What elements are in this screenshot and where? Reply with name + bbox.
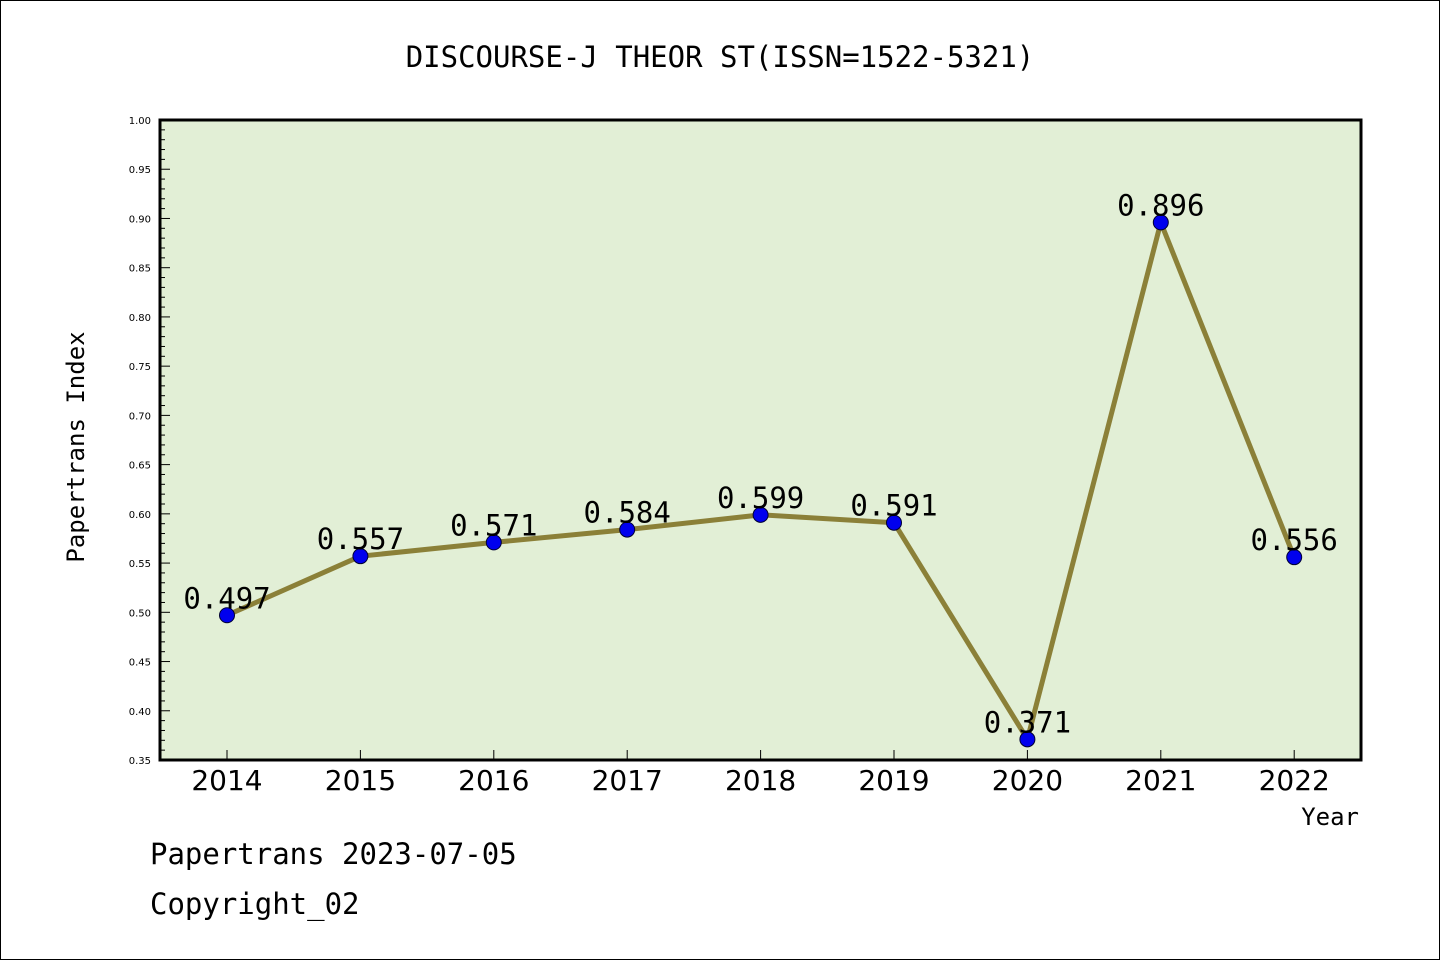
data-label: 0.497 xyxy=(183,581,270,615)
data-point xyxy=(619,521,636,538)
x-tick-label: 2014 xyxy=(191,764,262,797)
y-tick-label: 0.40 xyxy=(129,707,151,718)
y-tick-label: 0.35 xyxy=(129,756,151,767)
data-label: 0.556 xyxy=(1251,523,1338,557)
y-tick-label: 0.45 xyxy=(129,658,151,669)
footer-date: Papertrans 2023-07-05 xyxy=(150,837,517,871)
x-axis-label: Year xyxy=(1301,803,1359,831)
y-tick-label: 0.55 xyxy=(129,559,151,570)
x-axis: 2014 2015 2016 2017 2018 2019 2020 2021 2022 xyxy=(191,750,1330,797)
y-tick-label: 0.85 xyxy=(129,264,151,275)
y-tick-label: 0.60 xyxy=(129,510,151,521)
plot-border xyxy=(158,118,1363,762)
x-tick-label: 2018 xyxy=(725,764,796,797)
x-tick-label: 2021 xyxy=(1125,764,1196,797)
x-tick-label: 2019 xyxy=(858,764,929,797)
data-label: 0.599 xyxy=(717,481,804,515)
data-point xyxy=(352,548,369,565)
data-label: 0.557 xyxy=(317,522,404,556)
data-point xyxy=(219,607,235,624)
y-tick-label: 0.50 xyxy=(129,608,151,619)
y-tick-label: 0.90 xyxy=(129,214,151,225)
y-tick-label: 0.75 xyxy=(129,362,151,373)
data-label: 0.896 xyxy=(1117,188,1204,222)
data-label: 0.591 xyxy=(850,489,937,523)
y-tick-label: 0.65 xyxy=(129,461,151,472)
y-axis: 0.35 0.40 0.45 0.50 0.55 0.60 0.65 0.70 0.75 0.80… xyxy=(129,116,170,767)
data-point xyxy=(485,534,502,551)
x-tick-label: 2016 xyxy=(458,764,529,797)
x-tick-label: 2022 xyxy=(1259,764,1330,797)
x-tick-label: 2015 xyxy=(325,764,396,797)
y-tick-label: 0.95 xyxy=(129,165,151,176)
y-axis-label: Papertrans Index xyxy=(62,331,90,562)
x-tick-label: 2017 xyxy=(592,764,663,797)
y-tick-label: 0.70 xyxy=(129,411,151,422)
x-tick-label: 2020 xyxy=(992,764,1063,797)
data-point xyxy=(1019,731,1036,748)
series-layer: 0.497 0.557 0.571 0.584 0.599 0.591 0.371 0.896… xyxy=(183,188,1338,748)
data-point xyxy=(886,514,902,531)
chart-title: DISCOURSE-J THEOR ST(ISSN=1522-5321) xyxy=(406,40,1035,74)
data-point xyxy=(1152,214,1169,231)
y-tick-label: 0.80 xyxy=(129,313,151,324)
footer-copyright: Copyright_02 xyxy=(150,887,360,922)
data-label: 0.371 xyxy=(984,705,1071,739)
data-label: 0.584 xyxy=(584,496,671,530)
data-point xyxy=(1286,549,1303,566)
y-tick-label: 1.00 xyxy=(129,116,151,127)
data-point xyxy=(752,506,769,523)
data-label: 0.571 xyxy=(450,508,537,542)
